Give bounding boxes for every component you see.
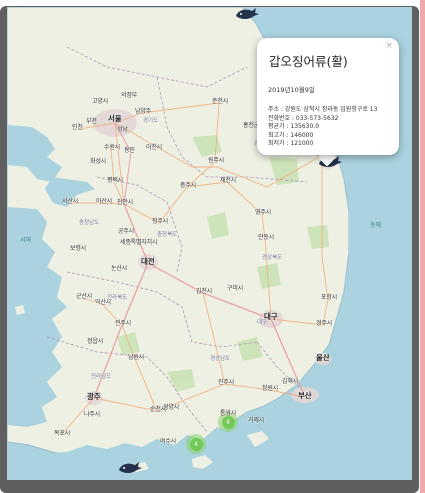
marker-cluster[interactable]: 4 — [186, 434, 206, 454]
info-popup: × 갑오징어류(활) 2019년10월9일 주소 : 강원도 삼척시 정라동 임… — [257, 38, 399, 155]
motorways — [93, 122, 306, 399]
side-accent — [420, 0, 425, 493]
popup-title: 갑오징어류(활) — [269, 54, 348, 69]
region-label: 경기도 — [143, 118, 159, 124]
region-label: 전라남도 — [91, 374, 112, 380]
west-sea-bay — [7, 125, 62, 182]
city-label: 목포시 — [54, 430, 70, 437]
city-label: 서울 — [108, 114, 122, 123]
city-label: 청주시 — [152, 218, 168, 225]
city-label: 경주시 — [316, 320, 332, 327]
popup-date: 2019년10월9일 — [268, 86, 315, 94]
sea-label: 서해 — [20, 237, 32, 244]
popup-min-price: 최저가 : 121000 — [268, 140, 314, 148]
city-label: 광주 — [87, 392, 101, 401]
island — [192, 455, 213, 469]
city-label: 군산시 — [76, 293, 92, 300]
city-label: 거제시 — [248, 417, 264, 424]
city-label: 김해시 — [282, 378, 298, 385]
city-label: 포항시 — [321, 294, 337, 301]
region-label: 대구 — [257, 320, 268, 326]
region-label: 경상남도 — [210, 356, 231, 362]
city-label: 부산 — [298, 391, 312, 400]
island — [247, 431, 269, 447]
city-label: 화성시 — [90, 158, 106, 165]
city-label: 이천시 — [146, 144, 162, 151]
popup-max-price: 최고가 : 146000 — [268, 131, 314, 139]
city-label: 전주시 — [115, 320, 131, 327]
city-label: 대구 — [264, 312, 278, 321]
sea-label: 동해 — [370, 222, 382, 229]
city-label: 수원시 — [104, 144, 120, 151]
city-label: 평택시 — [107, 177, 123, 184]
city-label: 남양주 — [135, 108, 151, 115]
city-label: 정읍시 — [87, 338, 103, 345]
city-label: 춘천시 — [212, 98, 228, 105]
region-label: 전라북도 — [107, 295, 128, 301]
region-label: 충청북도 — [157, 232, 178, 238]
city-label: 고양시 — [92, 98, 108, 105]
asan-bay — [45, 177, 95, 207]
popup-details: 주소 : 강원도 삼척시 정라동 임원항구로 13 전화번호 : 033-573… — [268, 106, 377, 149]
city-label: 울산 — [316, 353, 330, 362]
forest-areas — [117, 135, 329, 392]
city-label: 충주시 — [180, 182, 196, 189]
east-sea — [349, 157, 412, 480]
city-label: 논산시 — [111, 265, 127, 272]
cluster-count: 4 — [189, 437, 203, 451]
city-label: 공주시 — [118, 228, 134, 235]
city-label: 순천시 — [150, 406, 166, 413]
city-label: 영주시 — [255, 209, 271, 216]
city-label: 익산시 — [95, 299, 111, 306]
city-label: 진주시 — [218, 379, 234, 386]
whale-marker-icon[interactable] — [117, 461, 143, 475]
city-label: 서산시 — [62, 198, 78, 205]
city-label: 대전 — [141, 257, 155, 266]
city-label: 원주시 — [208, 157, 224, 164]
city-label: 구미시 — [227, 285, 243, 292]
city-label: 여수시 — [160, 438, 176, 445]
city-label: 나주시 — [84, 411, 100, 418]
city-label: 아산시 — [96, 198, 112, 205]
city-label: 김천시 — [196, 288, 212, 295]
city-label: 성남 — [117, 126, 128, 133]
city-label: 인천 — [72, 124, 83, 131]
cluster-count: 4 — [221, 415, 235, 429]
city-label: 광양시 — [163, 404, 179, 411]
city-label: 부천 — [86, 118, 97, 125]
city-label: 안동시 — [258, 234, 274, 241]
region-label: 경상북도 — [262, 255, 283, 261]
city-label: 의정부 — [121, 92, 137, 99]
city-label: 세종특별자치시 — [120, 239, 158, 246]
region-label: 충청남도 — [79, 220, 100, 226]
city-label: 보령시 — [70, 245, 86, 252]
city-label: 용인 — [124, 147, 135, 154]
south-coast — [7, 367, 347, 480]
island — [15, 305, 25, 315]
popup-phone: 전화번호 : 033-573-5632 — [268, 114, 339, 122]
popup-average-price: 평균가 : 135630.0 — [268, 123, 320, 131]
city-label: 창원시 — [262, 385, 278, 392]
city-label: 남원시 — [128, 354, 144, 361]
city-label: 제천시 — [220, 177, 236, 184]
popup-address: 주소 : 강원도 삼척시 정라동 임원항구로 13 — [268, 106, 378, 113]
whale-marker-icon[interactable] — [234, 7, 260, 21]
west-coast — [7, 207, 67, 427]
city-label: 통영시 — [220, 410, 236, 417]
city-label: 천안시 — [117, 199, 133, 206]
city-label: 홍천군 — [243, 122, 259, 129]
close-icon[interactable]: × — [385, 41, 393, 51]
marker-cluster[interactable]: 4 — [218, 412, 238, 432]
